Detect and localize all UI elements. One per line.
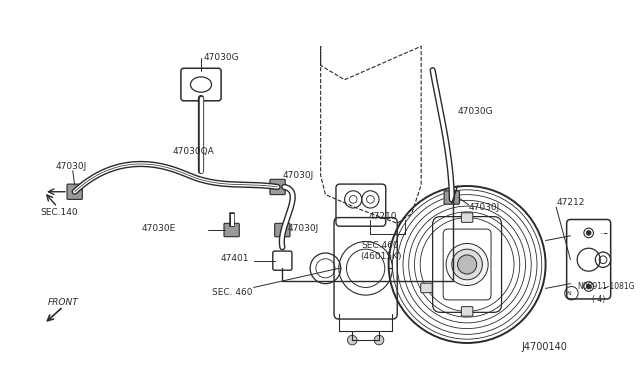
Text: 47030E: 47030E: [141, 224, 176, 232]
Circle shape: [348, 335, 357, 345]
Text: N08911-1081G: N08911-1081G: [577, 282, 635, 291]
Text: FRONT: FRONT: [48, 298, 79, 307]
Circle shape: [374, 335, 384, 345]
Text: 47030J: 47030J: [287, 224, 319, 232]
Circle shape: [586, 231, 591, 235]
Text: 47030QA: 47030QA: [172, 147, 214, 156]
Text: 47210: 47210: [369, 212, 397, 221]
Text: J4700140: J4700140: [522, 342, 568, 352]
Text: SEC. 460: SEC. 460: [212, 288, 253, 297]
Text: 47030J: 47030J: [282, 171, 314, 180]
Text: (46015K): (46015K): [360, 252, 401, 262]
Text: 47030G: 47030G: [458, 107, 493, 116]
Circle shape: [452, 249, 483, 280]
Text: 47401: 47401: [220, 254, 249, 263]
Circle shape: [458, 255, 477, 274]
FancyBboxPatch shape: [275, 223, 290, 237]
Circle shape: [446, 243, 488, 286]
Text: 47030G: 47030G: [204, 53, 239, 62]
Text: 47212: 47212: [556, 198, 584, 207]
FancyBboxPatch shape: [270, 179, 285, 195]
Circle shape: [586, 284, 591, 289]
Text: 47030J: 47030J: [56, 162, 87, 171]
FancyBboxPatch shape: [444, 191, 460, 204]
FancyBboxPatch shape: [67, 184, 83, 199]
Text: ( 4): ( 4): [591, 295, 605, 304]
Text: 47030J: 47030J: [469, 203, 500, 212]
Text: SEC.140: SEC.140: [40, 208, 78, 217]
FancyBboxPatch shape: [461, 307, 473, 316]
FancyBboxPatch shape: [224, 223, 239, 237]
Text: SEC.460: SEC.460: [362, 241, 399, 250]
FancyBboxPatch shape: [461, 213, 473, 222]
Text: N: N: [566, 291, 571, 296]
FancyBboxPatch shape: [420, 283, 432, 293]
